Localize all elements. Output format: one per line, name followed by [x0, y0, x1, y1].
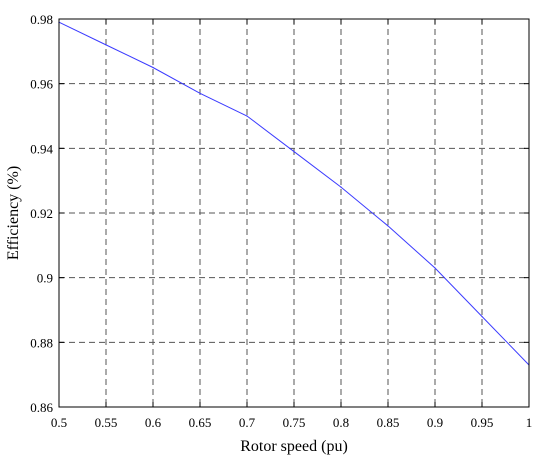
y-tick-label: 0.92: [30, 206, 53, 221]
data-point: [434, 267, 436, 269]
y-axis-label: Efficiency (%): [5, 166, 22, 260]
x-tick-label: 0.85: [377, 415, 400, 430]
data-point: [293, 150, 295, 153]
y-tick-label: 0.94: [30, 141, 53, 156]
data-point: [481, 315, 483, 318]
grid-lines: [59, 19, 529, 407]
y-tick-label: 0.9: [37, 271, 53, 286]
x-tick-label: 1: [526, 415, 533, 430]
x-tick-label: 0.55: [95, 415, 118, 430]
x-tick-label: 0.95: [471, 415, 494, 430]
x-tick-label: 0.65: [189, 415, 212, 430]
x-tick-label: 0.7: [239, 415, 256, 430]
x-tick-label: 0.6: [145, 415, 162, 430]
data-point: [387, 225, 389, 227]
data-point: [105, 44, 107, 46]
data-point: [246, 115, 248, 117]
x-tick-label: 0.75: [283, 415, 306, 430]
data-point: [340, 186, 342, 188]
y-tick-label: 0.96: [30, 77, 53, 92]
y-tick-label: 0.86: [30, 400, 53, 415]
x-axis-label: Rotor speed (pu): [240, 438, 348, 455]
y-tick-label: 0.98: [30, 12, 53, 27]
y-tick-label: 0.88: [30, 335, 53, 350]
data-point: [152, 66, 154, 69]
x-axis-ticks: 0.5 0.55 0.6 0.65 0.7 0.75 0.8 0.85 0.9 0.95 1: [51, 19, 532, 430]
y-axis-ticks: 0.86 0.88 0.9 0.92 0.94 0.96 0.98: [30, 12, 529, 415]
data-point: [199, 92, 201, 94]
x-tick-label: 0.8: [333, 415, 349, 430]
x-tick-label: 0.9: [427, 415, 443, 430]
x-tick-label: 0.5: [51, 415, 67, 430]
